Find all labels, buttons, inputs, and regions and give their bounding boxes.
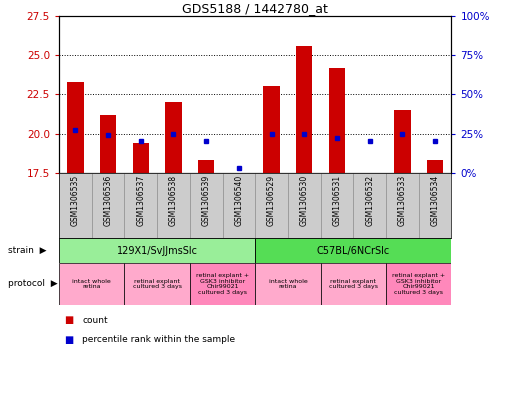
Bar bbox=[198, 160, 214, 173]
Bar bbox=[255, 238, 451, 263]
Text: retinal explant +
GSK3 inhibitor
Chir99021
cultured 3 days: retinal explant + GSK3 inhibitor Chir990… bbox=[392, 273, 445, 295]
Text: 129X1/SvJJmsSlc: 129X1/SvJJmsSlc bbox=[116, 246, 198, 255]
Bar bbox=[386, 263, 451, 305]
Bar bbox=[59, 263, 124, 305]
Bar bbox=[255, 263, 321, 305]
Text: ■: ■ bbox=[64, 315, 73, 325]
Bar bbox=[296, 46, 312, 173]
Text: GSM1306539: GSM1306539 bbox=[202, 175, 211, 226]
Text: count: count bbox=[82, 316, 108, 325]
Text: percentile rank within the sample: percentile rank within the sample bbox=[82, 336, 235, 344]
Text: intact whole
retina: intact whole retina bbox=[72, 279, 111, 289]
Text: strain  ▶: strain ▶ bbox=[8, 246, 46, 255]
Bar bbox=[419, 173, 451, 238]
Text: intact whole
retina: intact whole retina bbox=[268, 279, 307, 289]
Bar bbox=[427, 160, 443, 173]
Bar bbox=[165, 102, 182, 173]
Bar bbox=[263, 86, 280, 173]
Text: retinal explant
cultured 3 days: retinal explant cultured 3 days bbox=[132, 279, 182, 289]
Bar bbox=[124, 173, 157, 238]
Text: GSM1306538: GSM1306538 bbox=[169, 175, 178, 226]
Text: GSM1306536: GSM1306536 bbox=[104, 175, 112, 226]
Text: GSM1306537: GSM1306537 bbox=[136, 175, 145, 226]
Text: ■: ■ bbox=[64, 335, 73, 345]
Bar bbox=[190, 173, 223, 238]
Bar bbox=[190, 263, 255, 305]
Title: GDS5188 / 1442780_at: GDS5188 / 1442780_at bbox=[182, 2, 328, 15]
Bar bbox=[59, 238, 255, 263]
Bar bbox=[132, 143, 149, 173]
Text: GSM1306534: GSM1306534 bbox=[430, 175, 440, 226]
Text: GSM1306530: GSM1306530 bbox=[300, 175, 309, 226]
Bar bbox=[288, 173, 321, 238]
Bar bbox=[353, 173, 386, 238]
Text: retinal explant +
GSK3 inhibitor
Chir99021
cultured 3 days: retinal explant + GSK3 inhibitor Chir990… bbox=[196, 273, 249, 295]
Bar bbox=[321, 173, 353, 238]
Text: C57BL/6NCrSlc: C57BL/6NCrSlc bbox=[317, 246, 390, 255]
Text: GSM1306531: GSM1306531 bbox=[332, 175, 342, 226]
Bar bbox=[100, 115, 116, 173]
Bar bbox=[67, 82, 84, 173]
Text: GSM1306532: GSM1306532 bbox=[365, 175, 374, 226]
Bar bbox=[255, 173, 288, 238]
Text: retinal explant
cultured 3 days: retinal explant cultured 3 days bbox=[329, 279, 378, 289]
Bar bbox=[321, 263, 386, 305]
Text: GSM1306533: GSM1306533 bbox=[398, 175, 407, 226]
Text: GSM1306535: GSM1306535 bbox=[71, 175, 80, 226]
Bar bbox=[124, 263, 190, 305]
Text: protocol  ▶: protocol ▶ bbox=[8, 279, 57, 288]
Bar bbox=[157, 173, 190, 238]
Text: GSM1306540: GSM1306540 bbox=[234, 175, 243, 226]
Bar bbox=[386, 173, 419, 238]
Bar bbox=[223, 173, 255, 238]
Bar bbox=[92, 173, 125, 238]
Bar bbox=[329, 68, 345, 173]
Bar bbox=[394, 110, 410, 173]
Bar bbox=[59, 173, 92, 238]
Text: GSM1306529: GSM1306529 bbox=[267, 175, 276, 226]
